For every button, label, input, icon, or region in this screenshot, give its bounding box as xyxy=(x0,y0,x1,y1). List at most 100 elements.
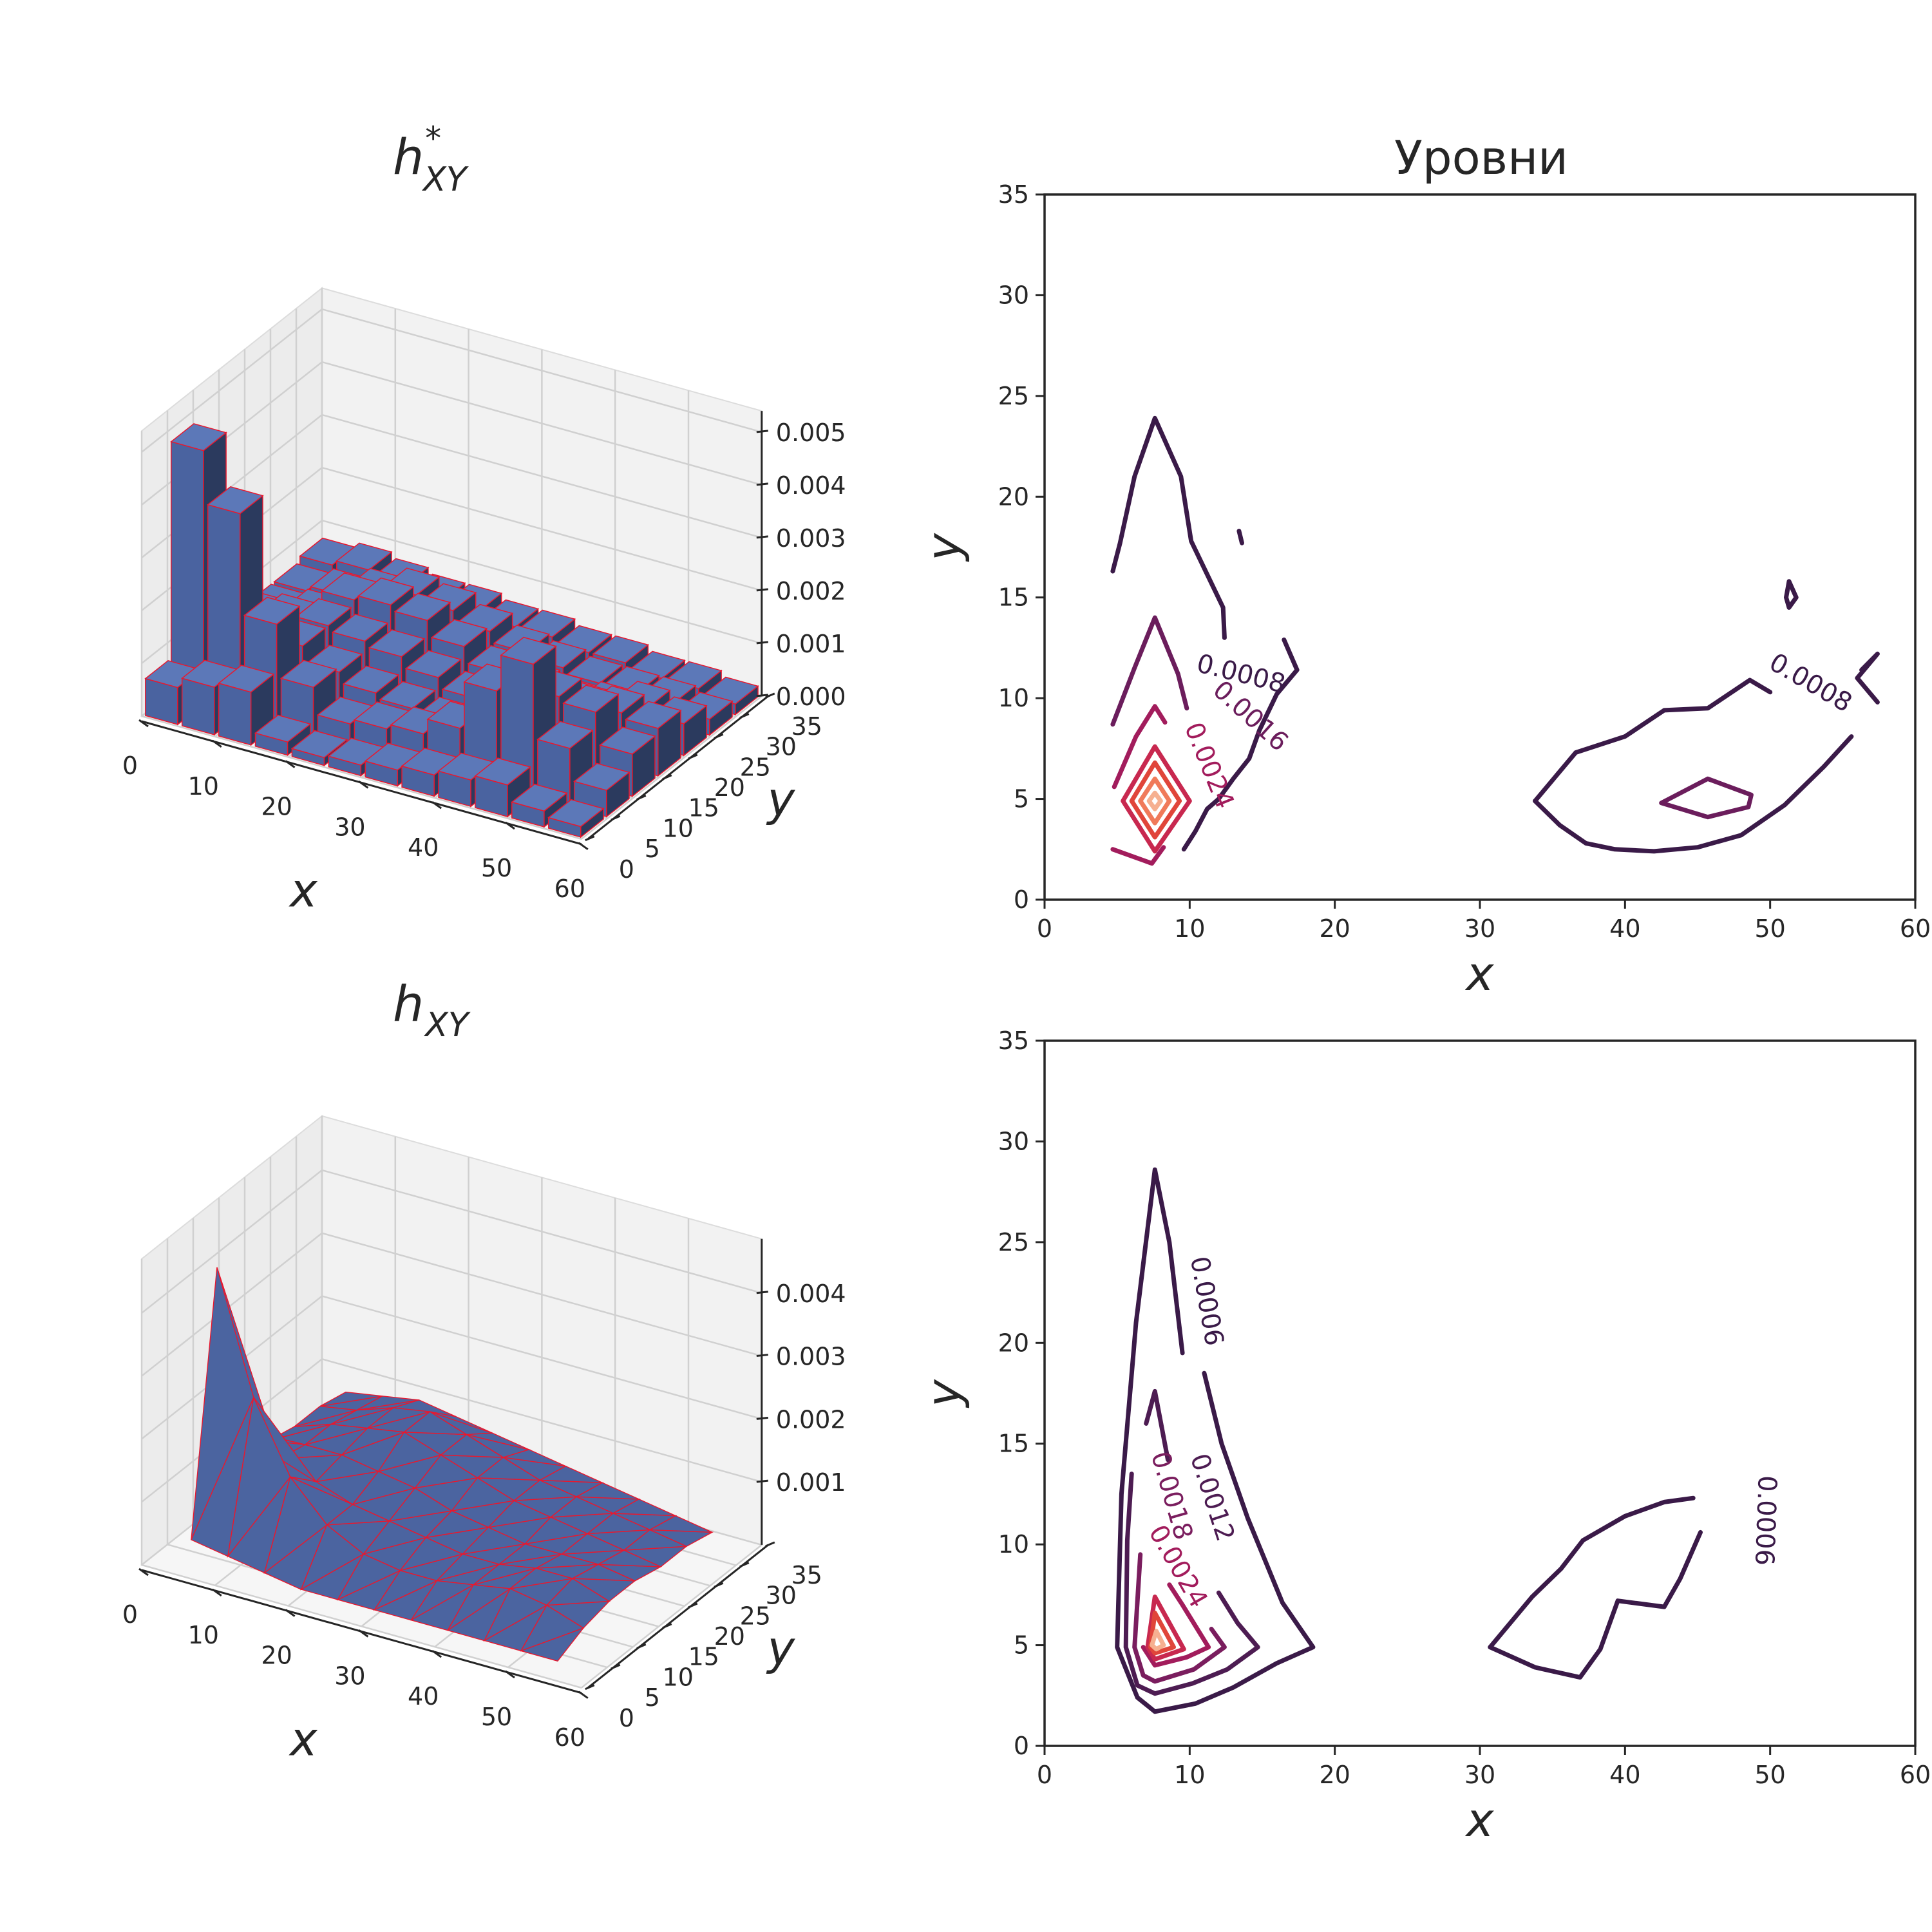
y-tick xyxy=(585,835,595,842)
grid-line xyxy=(141,1295,762,1440)
bar-top xyxy=(536,721,594,749)
grid-line xyxy=(141,1169,762,1314)
surface-facet xyxy=(294,1405,357,1427)
contour-line xyxy=(1115,1167,1316,1714)
surface-facet xyxy=(430,1411,493,1434)
surface-facet xyxy=(535,1553,599,1569)
z-tick-label: 0.003 xyxy=(776,524,846,553)
y-tick-label: 30 xyxy=(998,1127,1029,1155)
surface-facet xyxy=(461,1526,527,1555)
surface-facet xyxy=(388,1487,453,1522)
y-tick xyxy=(636,795,647,800)
x-tick-label: 30 xyxy=(1464,1761,1495,1789)
surface-facet xyxy=(268,1423,331,1441)
x-tick-label: 10 xyxy=(1174,1761,1205,1789)
y-tick-label: 25 xyxy=(740,1602,771,1630)
y-tick-label: 10 xyxy=(663,1663,694,1691)
z-tick xyxy=(756,535,768,539)
contour-line xyxy=(1533,734,1854,854)
z-tick-label: 0.004 xyxy=(776,1280,846,1308)
x-tick xyxy=(431,800,442,810)
bar-top xyxy=(566,656,623,684)
y-tick-label: 25 xyxy=(998,1228,1029,1256)
surface-facet xyxy=(263,1475,328,1575)
surface-facet xyxy=(508,1567,573,1590)
x-tick xyxy=(211,739,222,748)
z-tick-label: 0.004 xyxy=(776,471,846,500)
y-tick-label: 20 xyxy=(714,1622,745,1651)
contour-line xyxy=(1659,776,1754,820)
y-tick xyxy=(662,774,672,781)
x-tick-label: 40 xyxy=(1609,1761,1640,1789)
contour-line xyxy=(1533,677,1773,804)
contour-line xyxy=(1141,1582,1211,1668)
grid-line xyxy=(581,695,762,840)
z-tick-label: 0.002 xyxy=(776,577,846,605)
grid-line xyxy=(141,1564,582,1689)
y-tick xyxy=(688,753,698,760)
z-tick-label: 0.005 xyxy=(776,419,846,447)
x-tick-label: 0 xyxy=(1037,1761,1052,1789)
bar-top xyxy=(243,596,301,625)
surface-facet xyxy=(466,1432,529,1450)
surface-facet xyxy=(435,1553,501,1582)
bar-top xyxy=(599,726,656,755)
bar-front xyxy=(181,677,215,735)
x-axis-label: x xyxy=(1465,947,1495,1001)
y-tick-label: 20 xyxy=(998,1329,1029,1357)
y-axis-line xyxy=(587,695,769,840)
x-tick xyxy=(285,760,296,768)
contour-line xyxy=(1112,704,1168,790)
contour-label: 0.0006 xyxy=(1749,1475,1782,1566)
hist3d-title: h* XY xyxy=(393,120,469,199)
y-tick-label: 0 xyxy=(1014,886,1029,914)
x-tick xyxy=(138,719,149,728)
bar-top xyxy=(562,685,620,713)
surface-facet xyxy=(351,1471,417,1506)
grid-line xyxy=(141,715,582,840)
x-tick-label: 0 xyxy=(122,752,138,780)
bar-top xyxy=(254,714,312,743)
surface-facet xyxy=(377,1431,442,1473)
x-tick-label: 30 xyxy=(334,813,365,841)
bar-top xyxy=(294,598,352,627)
surface-facet xyxy=(439,1434,506,1458)
svg-text:hXY: hXY xyxy=(393,975,471,1045)
y-tick xyxy=(765,1541,775,1548)
contour-line xyxy=(1150,1629,1166,1652)
y-tick xyxy=(739,713,750,719)
contour-line xyxy=(1181,637,1300,852)
surface-facet xyxy=(622,1529,687,1551)
bar-front xyxy=(218,682,252,746)
z-tick-label: 0.001 xyxy=(776,630,846,658)
y-tick-label: 10 xyxy=(998,1530,1029,1558)
surface-facet xyxy=(424,1510,490,1539)
x-tick xyxy=(138,1567,149,1577)
x-tick-label: 20 xyxy=(261,793,292,821)
svg-text:h*XY: h* XY xyxy=(393,120,469,199)
x-axis-label: x xyxy=(289,863,318,917)
contour-line xyxy=(1488,1495,1696,1650)
surface-facet xyxy=(487,1500,553,1528)
contour-hist-panel: 0 10 20 30 40 50 6005101520253035xy0.00080.001… xyxy=(916,180,1931,1001)
x-tick-label: 40 xyxy=(1609,914,1640,943)
z-tick-label: 0.001 xyxy=(776,1468,846,1497)
surface-facet xyxy=(545,1578,611,1606)
bar-top xyxy=(573,762,630,791)
surface-facet xyxy=(356,1396,419,1411)
surface-facet xyxy=(560,1533,625,1555)
y-tick-label: 15 xyxy=(998,1430,1029,1458)
surface-facet xyxy=(483,1587,548,1642)
bar-top xyxy=(331,613,389,642)
y-tick xyxy=(688,1602,698,1609)
x-tick-label: 10 xyxy=(188,772,219,800)
surface-facet xyxy=(476,1457,542,1481)
contour-lines xyxy=(1115,1167,1703,1714)
bar-top xyxy=(500,636,557,665)
plot-frame xyxy=(1043,1039,1917,1747)
surface xyxy=(190,1267,714,1662)
y-tick-label: 0 xyxy=(619,855,634,884)
plot-frame xyxy=(1043,193,1917,901)
x-tick-label: 10 xyxy=(1174,914,1205,943)
